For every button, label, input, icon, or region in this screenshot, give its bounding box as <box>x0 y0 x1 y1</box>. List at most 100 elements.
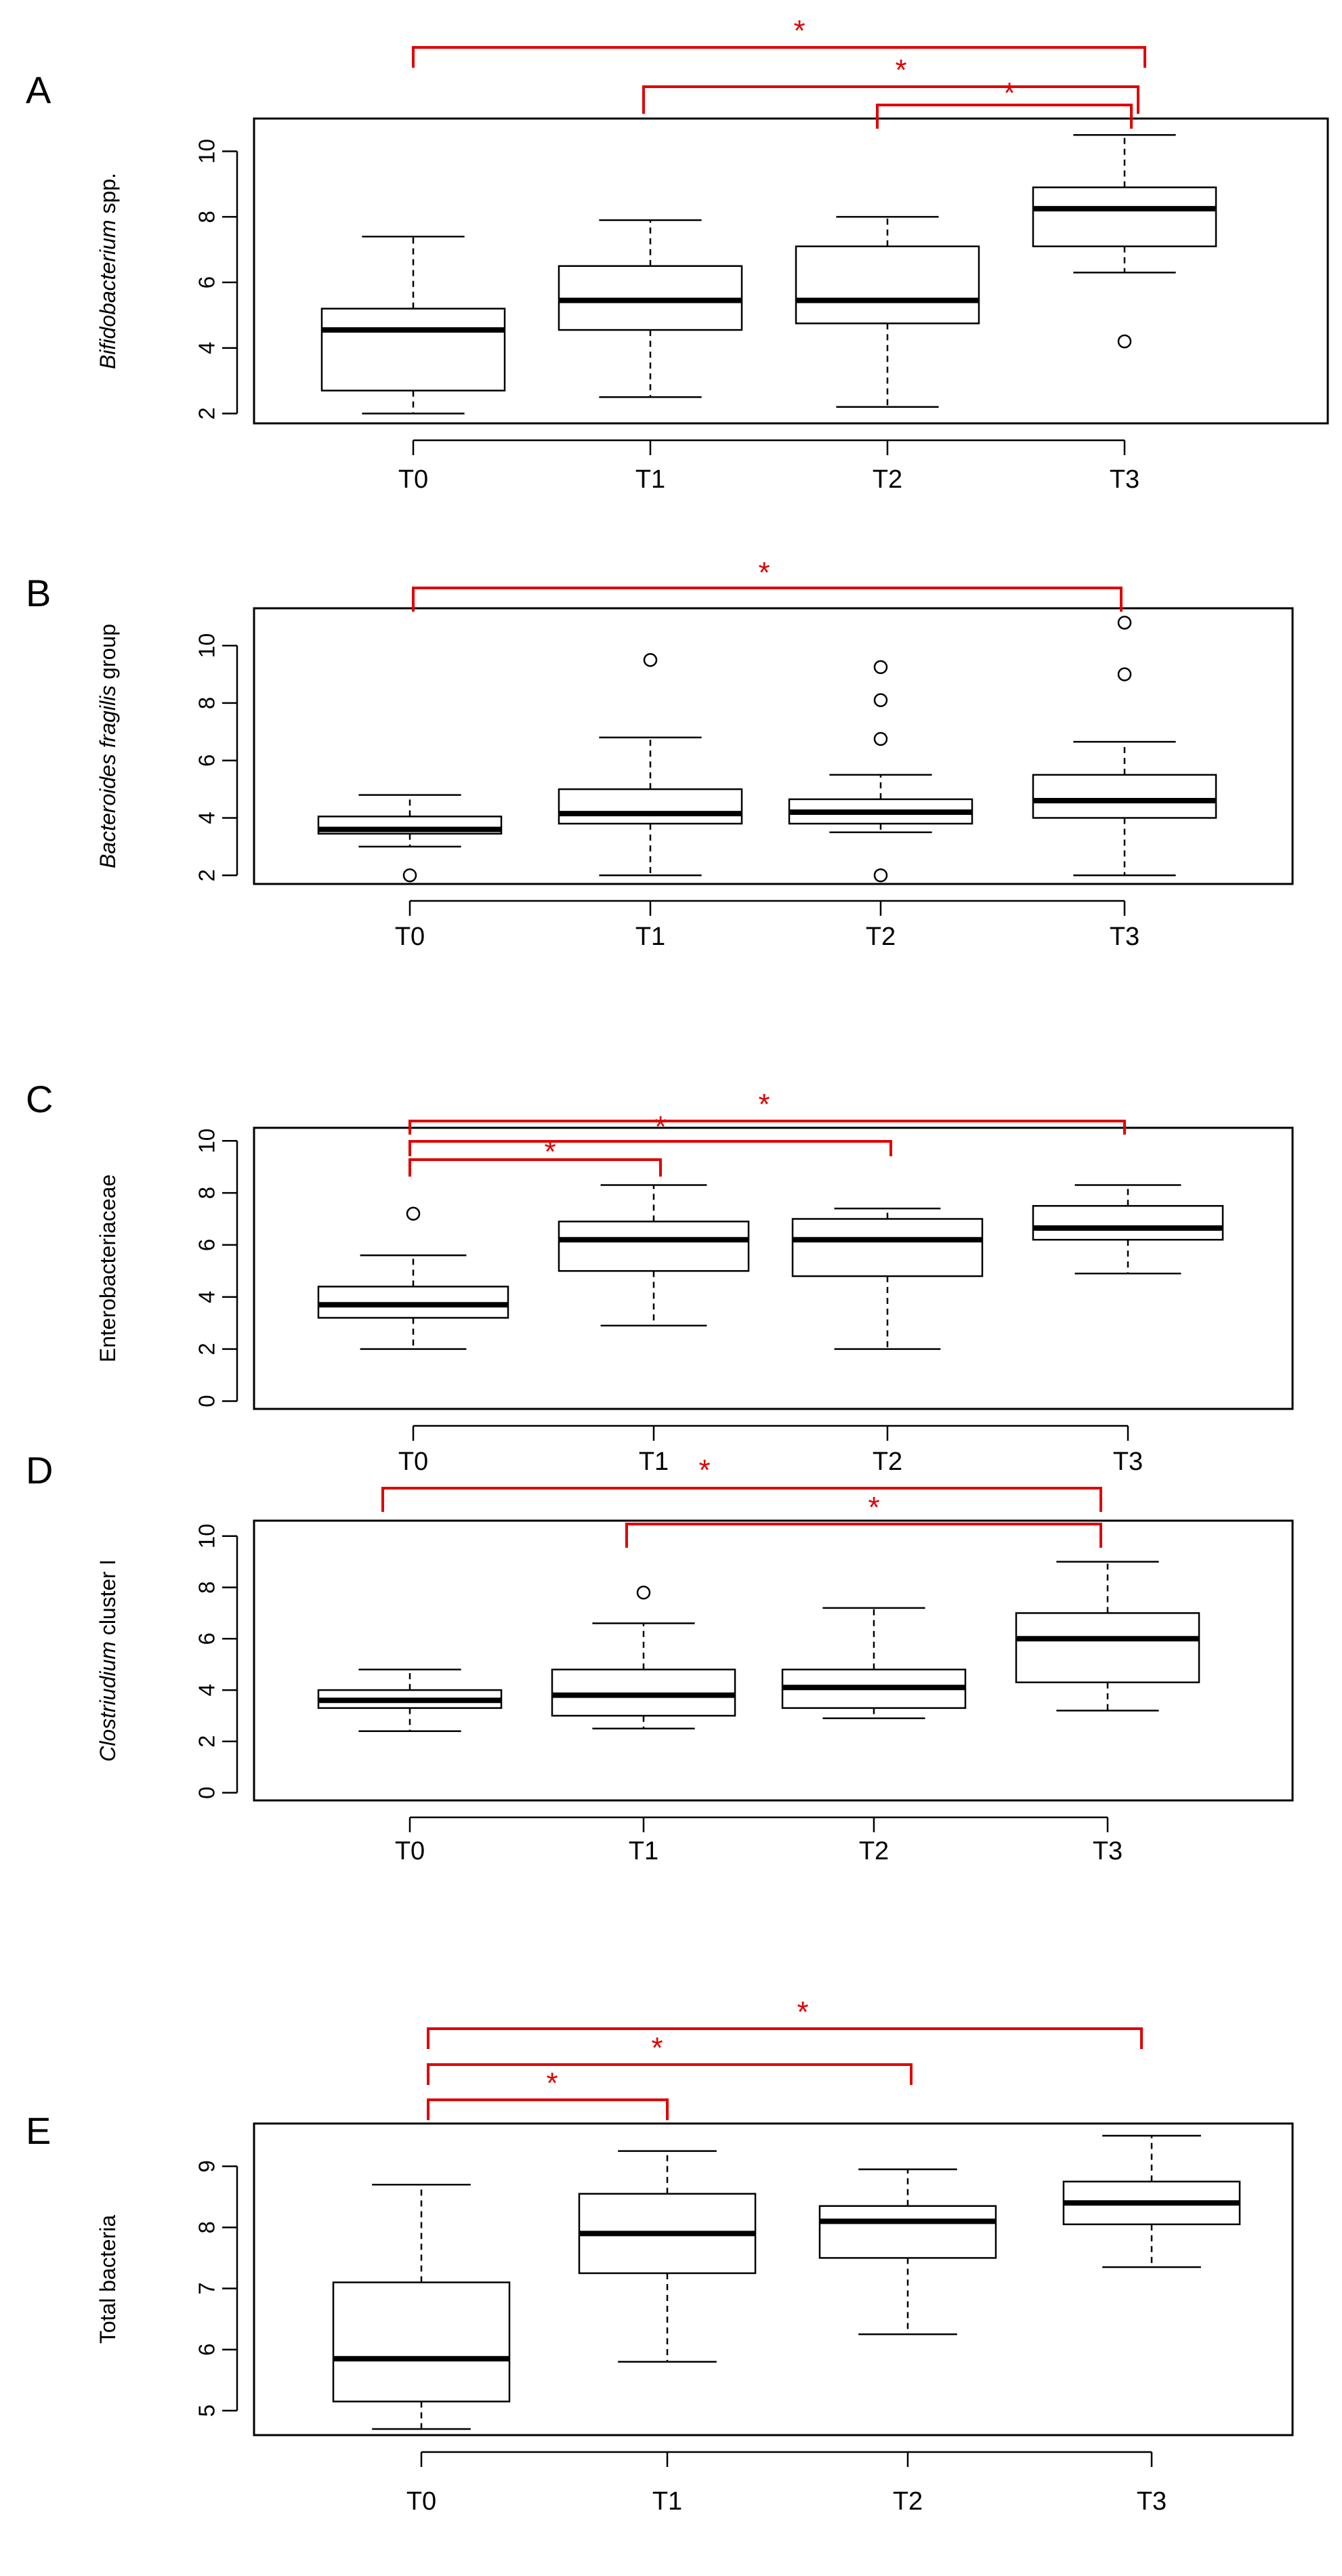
x-tick-label: T3 <box>1137 2487 1167 2516</box>
significance-bracket: * <box>427 2031 913 2085</box>
box-t0 <box>317 794 503 883</box>
panel-letter: E <box>26 2109 51 2152</box>
box-t1 <box>558 1184 750 1327</box>
bracket-line <box>642 85 1139 114</box>
y-axis-label: Clostriudium cluster I <box>96 1559 120 1762</box>
x-tick-label: T1 <box>629 1837 658 1865</box>
x-tick-label: T2 <box>873 465 902 494</box>
y-axis-label-text: cluster I <box>96 1559 120 1641</box>
bracket-line <box>412 46 1146 68</box>
box-t3 <box>1032 1184 1224 1275</box>
y-tick-label: 5 <box>194 2405 219 2417</box>
bracket-line <box>408 1120 1126 1135</box>
bracket-line <box>408 1158 662 1177</box>
plot-frame <box>253 117 1329 425</box>
iqr-box <box>558 1221 750 1272</box>
y-tick-label: 10 <box>194 139 219 164</box>
significance-star: * <box>544 1135 555 1168</box>
outlier-point <box>636 1585 651 1600</box>
bracket-line <box>876 104 1133 129</box>
panel-a: A 2 4 6 8 10 Bifidobacterium spp. T0 T1 T2 T3 * * * <box>26 14 1329 494</box>
significance-bracket: * <box>408 1135 662 1177</box>
significance-star: * <box>895 54 906 87</box>
significance-star: * <box>546 2067 558 2100</box>
box-t3 <box>1032 615 1217 877</box>
y-axis-label: Bifidobacterium spp. <box>96 173 120 369</box>
x-tick-label: T2 <box>866 923 896 951</box>
outlier-point <box>406 1206 421 1221</box>
box-t3 <box>1015 1561 1200 1712</box>
y-tick-label: 4 <box>194 1291 219 1303</box>
panel-d: D 0 2 4 6 8 10 Clostriudium cluster I T0 T1 T2 T3 * * <box>26 1449 1294 1865</box>
y-tick-label: 6 <box>194 276 219 289</box>
box-t1 <box>558 653 743 877</box>
bracket-line <box>381 1487 1102 1512</box>
significance-bracket: * <box>427 1996 1143 2049</box>
box-t3 <box>1062 2134 1241 2268</box>
x-tick-label: T1 <box>635 923 665 951</box>
significance-star: * <box>793 14 805 47</box>
x-tick-label: T2 <box>893 2487 923 2516</box>
y-tick-label: 10 <box>194 1523 219 1548</box>
outlier-point <box>873 693 888 707</box>
iqr-box <box>1032 186 1217 247</box>
outlier-point <box>873 868 888 883</box>
x-tick-label: T0 <box>395 1837 425 1865</box>
y-axis-label-italic: Clostriudium <box>96 1641 120 1762</box>
panel-c: C 0 2 4 6 8 10 Enterobacteriaceae T0 T1 T2 T3 * * * <box>26 1078 1294 1476</box>
x-tick-label: T1 <box>639 1448 669 1476</box>
y-tick-label: 4 <box>194 342 219 354</box>
significance-star: * <box>651 2031 663 2065</box>
box-t0 <box>332 2183 511 2430</box>
y-tick-label: 7 <box>194 2282 219 2294</box>
y-tick-label: 4 <box>194 811 219 824</box>
y-axis-label-text: Total bacteria <box>96 2215 120 2344</box>
significance-bracket: * <box>876 77 1133 129</box>
outlier-point <box>1117 334 1132 349</box>
iqr-box <box>791 1218 984 1278</box>
x-tick-label: T3 <box>1093 1837 1123 1865</box>
iqr-box <box>1032 774 1217 819</box>
significance-star: * <box>1003 77 1015 110</box>
significance-star: * <box>698 1454 710 1487</box>
x-tick-label: T0 <box>406 2487 436 2516</box>
significance-star: * <box>654 1110 666 1143</box>
x-tick-label: T0 <box>398 1448 428 1476</box>
x-tick-label: T3 <box>1110 465 1139 494</box>
panel-letter: C <box>26 1078 53 1120</box>
x-tick-label: T1 <box>652 2487 682 2516</box>
panel-b: B 2 4 6 8 10 Bacteroides fragilis group T0 T1 T2 T… <box>26 556 1294 951</box>
significance-bracket: * <box>625 1491 1102 1548</box>
y-axis-label-italic: Bacteroides fragilis <box>96 685 120 868</box>
box-t1 <box>558 219 743 398</box>
x-tick-label: T3 <box>1110 923 1139 951</box>
outlier-point <box>402 868 417 883</box>
y-tick-label: 2 <box>194 869 219 881</box>
y-tick-label: 6 <box>194 755 219 767</box>
outlier-point <box>873 660 888 675</box>
significance-star: * <box>758 556 770 589</box>
y-axis-label: Enterobacteriaceae <box>96 1175 120 1363</box>
y-tick-label: 0 <box>194 1786 219 1798</box>
y-axis-label: Bacteroides fragilis group <box>96 624 120 868</box>
iqr-box <box>332 2281 511 2403</box>
box-t2 <box>818 2168 997 2336</box>
box-t1 <box>578 2150 757 2363</box>
significance-star: * <box>797 1996 808 2029</box>
significance-star: * <box>758 1088 770 1121</box>
y-tick-label: 4 <box>194 1684 219 1696</box>
y-tick-label: 2 <box>194 1343 219 1355</box>
panel-letter: A <box>26 68 51 111</box>
y-tick-label: 0 <box>194 1395 219 1407</box>
x-tick-label: T0 <box>395 923 425 951</box>
plot-frame <box>253 1519 1294 1802</box>
box-t3 <box>1032 133 1217 349</box>
bracket-line <box>625 1523 1102 1548</box>
y-tick-label: 2 <box>194 1735 219 1748</box>
y-tick-label: 10 <box>194 633 219 658</box>
y-tick-label: 8 <box>194 1581 219 1593</box>
y-tick-label: 8 <box>194 2221 219 2233</box>
y-tick-label: 2 <box>194 407 219 419</box>
y-tick-label: 10 <box>194 1128 219 1154</box>
